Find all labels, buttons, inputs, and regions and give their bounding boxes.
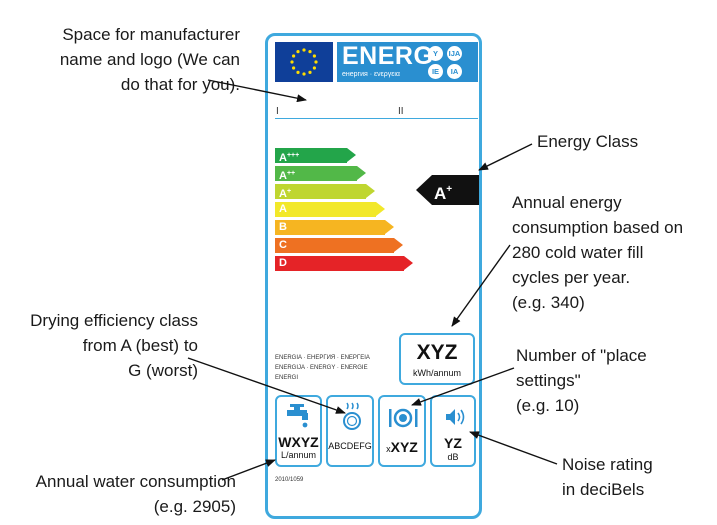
eu-flag-icon [275,42,333,82]
annotation-water: Annual water consumption (e.g. 2905) [35,472,236,516]
energy-label: ENERG енергия · ενεργεια Y IJA IE IA I I… [265,33,482,519]
leader-water [221,459,276,481]
leader-energy-class [478,143,533,171]
label-header: ENERG енергия · ενεργεια Y IJA IE IA [275,42,478,82]
energy-consumption-box: XYZ kWh/annum [399,333,475,385]
drying-plate-icon [343,402,361,430]
leader-annual-energy [451,244,511,327]
leader-noise [469,431,558,465]
eu-stars-icon [290,48,318,76]
lang-circle-y: Y [428,46,443,61]
multilang-energy-text: ENERGIA · ЕНЕРГИЯ · ΕΝΕΡΓΕΙΑ ENERGIJA · … [275,355,370,381]
annotation-energy-class: Energy Class [537,132,639,151]
water-tap-icon [287,404,308,428]
speaker-icon [446,409,465,425]
lang-circle-ija: IJA [447,46,462,61]
place-settings-value: xXYZ [386,439,418,455]
energy-subtitle: енергия · ενεργεια [342,71,400,78]
drying-value: ABCDEFG [328,441,372,451]
energy-title-bar: ENERG енергия · ενεργεια Y IJA IE IA [337,42,478,82]
leader-drying [187,357,346,414]
leader-place-settings [411,367,515,406]
place-settings-box: xXYZ [378,395,426,467]
energy-unit: kWh/annum [412,368,462,378]
place-setting-icon [389,408,418,428]
annotation-noise: Noise rating in deciBels [562,455,653,499]
leader-manufacturer [207,79,307,103]
roman-numeral-two: II [398,106,404,117]
annotation-place-settings: Number of "place settings" (e.g. 10) [516,346,647,415]
drying-box: ABCDEFG [326,395,374,467]
water-value: WXYZ [278,434,319,450]
energy-title: ENERG [342,42,434,70]
lang-circle-ie: IE [428,64,443,79]
lang-circle-ia: IA [447,64,462,79]
separator-line [275,118,478,119]
roman-numeral-one: I [276,106,279,117]
noise-unit: dB [447,452,459,462]
noise-box: YZ dB [430,395,476,467]
water-unit: L/annum [280,450,317,460]
annotation-annual-energy: Annual energy consumption based on 280 c… [512,193,684,312]
energy-value: XYZ [416,341,458,364]
regulation-number: 2010/1059 [275,477,304,483]
noise-value: YZ [444,435,462,451]
annotation-drying: Drying efficiency class from A (best) to… [30,311,198,380]
